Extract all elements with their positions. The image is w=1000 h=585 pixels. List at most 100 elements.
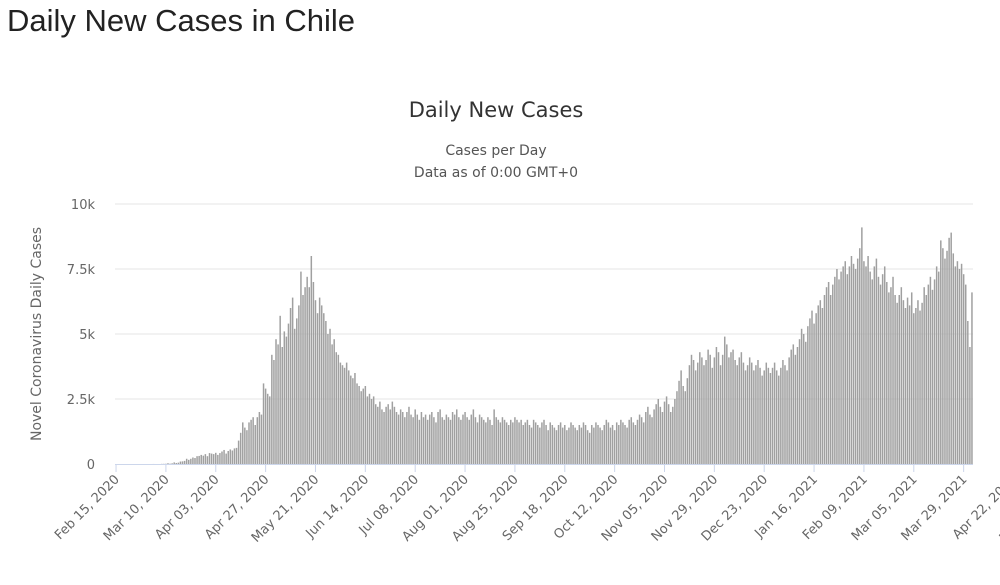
- bar: [260, 414, 263, 464]
- bar: [711, 367, 714, 464]
- bar: [250, 419, 252, 464]
- bar: [898, 295, 900, 464]
- bar: [204, 454, 207, 464]
- bar: [844, 261, 846, 464]
- bar: [588, 432, 591, 464]
- bar: [327, 334, 329, 464]
- bar: [470, 414, 473, 464]
- bar: [688, 365, 691, 464]
- bar: [325, 321, 327, 464]
- bar: [906, 297, 909, 464]
- y-tick-label: 5k: [79, 328, 95, 343]
- bar: [601, 430, 603, 464]
- bar: [183, 460, 186, 464]
- bar: [948, 237, 950, 464]
- bar: [522, 425, 524, 464]
- bar: [339, 362, 342, 464]
- bar: [551, 425, 554, 464]
- y-tick-label: 0: [87, 458, 95, 473]
- bar: [437, 412, 439, 464]
- bar: [364, 386, 367, 464]
- bar: [825, 287, 828, 464]
- bar: [404, 417, 406, 464]
- bar: [744, 370, 747, 464]
- bar: [537, 425, 539, 464]
- bar: [252, 417, 254, 464]
- bar: [208, 453, 211, 464]
- y-tick-label: 10k: [71, 198, 96, 213]
- bar: [200, 454, 202, 464]
- bar: [370, 399, 373, 464]
- bar: [840, 271, 842, 464]
- bar: [171, 463, 173, 464]
- bar: [256, 417, 259, 464]
- bar: [624, 425, 626, 464]
- bar: [576, 430, 578, 464]
- bar: [478, 414, 481, 464]
- bar: [969, 347, 971, 464]
- bar: [834, 276, 836, 464]
- bar: [773, 362, 776, 464]
- bar: [279, 315, 281, 464]
- bar: [239, 432, 242, 464]
- bar: [308, 287, 310, 464]
- bar: [856, 258, 859, 464]
- bar: [497, 419, 500, 464]
- bar: [649, 414, 651, 464]
- bar: [726, 344, 728, 464]
- bar: [952, 253, 955, 464]
- bar: [428, 414, 431, 464]
- bar: [730, 352, 732, 464]
- bar: [854, 269, 857, 464]
- bar: [686, 378, 689, 464]
- bar: [867, 256, 869, 464]
- bar: [557, 425, 560, 464]
- bar: [426, 419, 429, 464]
- bar: [956, 261, 959, 464]
- bar: [443, 419, 446, 464]
- bar: [886, 282, 888, 464]
- bar: [410, 414, 412, 464]
- bar: [391, 401, 394, 464]
- bar: [530, 427, 533, 464]
- bar: [210, 453, 213, 464]
- bar: [871, 279, 873, 464]
- bar: [518, 422, 520, 464]
- bar: [707, 349, 709, 464]
- bar: [541, 422, 543, 464]
- bar: [316, 313, 319, 464]
- bar: [393, 406, 396, 464]
- bar: [842, 266, 844, 464]
- bar: [553, 427, 556, 464]
- bar: [821, 308, 824, 464]
- bar: [634, 425, 637, 464]
- bar: [358, 386, 360, 464]
- bar: [266, 393, 269, 464]
- bar: [892, 276, 894, 464]
- bar: [908, 305, 911, 464]
- bar: [173, 462, 175, 464]
- bar: [462, 414, 464, 464]
- bar: [314, 300, 317, 464]
- bar: [534, 422, 537, 464]
- bar: [607, 422, 610, 464]
- bar: [919, 310, 921, 464]
- bar: [962, 274, 965, 464]
- bar: [618, 425, 620, 464]
- bar: [570, 422, 572, 464]
- bar: [877, 276, 880, 464]
- bar: [167, 463, 169, 464]
- bar: [233, 448, 236, 464]
- bar: [676, 391, 678, 464]
- bar: [231, 450, 234, 464]
- bar: [879, 284, 882, 464]
- bar: [505, 422, 508, 464]
- bar: [331, 344, 333, 464]
- bar: [215, 452, 217, 464]
- bar: [786, 370, 788, 464]
- bar: [732, 349, 734, 464]
- bar: [751, 362, 753, 464]
- bar: [559, 422, 562, 464]
- bar: [647, 406, 649, 464]
- bar: [416, 414, 419, 464]
